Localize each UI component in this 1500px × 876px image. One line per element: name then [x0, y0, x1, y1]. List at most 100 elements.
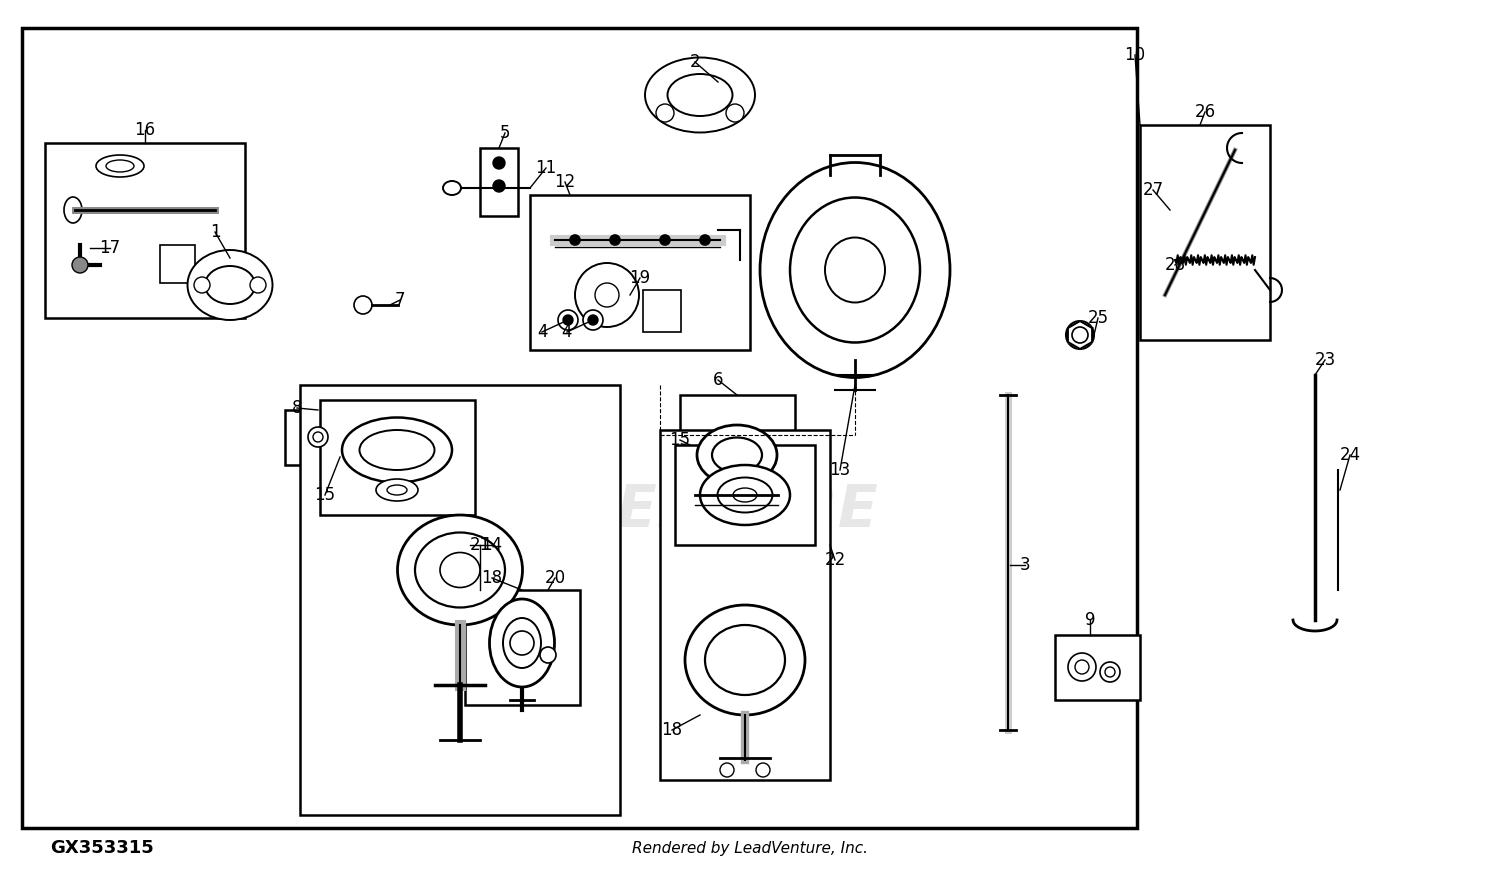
Circle shape: [1100, 662, 1120, 682]
Ellipse shape: [440, 553, 480, 588]
Ellipse shape: [376, 479, 419, 501]
Ellipse shape: [698, 425, 777, 485]
Text: 14: 14: [482, 536, 502, 554]
Text: 22: 22: [825, 551, 846, 569]
Circle shape: [1068, 653, 1096, 681]
Circle shape: [1076, 660, 1089, 674]
Bar: [680, 395, 795, 510]
Bar: [320, 400, 476, 515]
Text: 28: 28: [1164, 256, 1185, 274]
Circle shape: [574, 263, 639, 327]
Circle shape: [558, 310, 578, 330]
Polygon shape: [1068, 321, 1092, 349]
Text: 17: 17: [99, 239, 120, 257]
Bar: [675, 445, 814, 545]
Circle shape: [510, 631, 534, 655]
Text: 27: 27: [1143, 181, 1164, 199]
Circle shape: [251, 277, 266, 293]
Text: 8: 8: [291, 399, 302, 417]
Circle shape: [1066, 321, 1094, 349]
Ellipse shape: [645, 58, 754, 132]
Ellipse shape: [342, 418, 452, 483]
Ellipse shape: [96, 155, 144, 177]
Circle shape: [720, 763, 734, 777]
Ellipse shape: [503, 618, 542, 668]
Text: 25: 25: [1088, 309, 1108, 327]
Circle shape: [1072, 327, 1088, 343]
Text: 12: 12: [555, 173, 576, 191]
Bar: [160, 245, 195, 283]
Bar: [644, 290, 681, 332]
Text: 4: 4: [537, 323, 548, 341]
Circle shape: [354, 296, 372, 314]
Text: 19: 19: [630, 269, 651, 287]
Circle shape: [660, 235, 670, 245]
Text: 6: 6: [712, 371, 723, 389]
Ellipse shape: [489, 599, 555, 687]
Circle shape: [308, 427, 328, 447]
Text: 16: 16: [135, 121, 156, 139]
Bar: [480, 148, 518, 216]
Ellipse shape: [790, 197, 920, 343]
Circle shape: [656, 104, 674, 122]
Circle shape: [494, 180, 506, 192]
Text: 2: 2: [690, 53, 700, 71]
Text: 7: 7: [394, 291, 405, 309]
Circle shape: [610, 235, 620, 245]
Text: 18: 18: [662, 721, 682, 739]
Circle shape: [540, 647, 556, 663]
Circle shape: [72, 257, 88, 273]
Bar: [1054, 635, 1140, 700]
Bar: [530, 195, 750, 350]
Ellipse shape: [700, 465, 790, 525]
Ellipse shape: [717, 477, 772, 512]
Bar: [22, 28, 1137, 828]
Text: 20: 20: [544, 569, 566, 587]
Bar: [465, 590, 580, 705]
Ellipse shape: [712, 437, 762, 472]
Ellipse shape: [668, 74, 732, 116]
Text: 26: 26: [1194, 103, 1215, 121]
Bar: [660, 430, 830, 780]
Text: 24: 24: [1340, 446, 1360, 464]
Ellipse shape: [760, 163, 950, 378]
Ellipse shape: [705, 625, 785, 695]
Text: 18: 18: [482, 569, 502, 587]
Ellipse shape: [416, 533, 506, 607]
Ellipse shape: [206, 266, 255, 304]
Ellipse shape: [686, 605, 806, 715]
Circle shape: [1106, 667, 1114, 677]
Text: 4: 4: [561, 323, 573, 341]
Circle shape: [562, 315, 573, 325]
Circle shape: [194, 277, 210, 293]
Circle shape: [756, 763, 770, 777]
Text: 23: 23: [1314, 351, 1335, 369]
Circle shape: [726, 104, 744, 122]
Text: 9: 9: [1084, 611, 1095, 629]
Text: LEADVENTURE: LEADVENTURE: [402, 482, 879, 539]
Circle shape: [584, 310, 603, 330]
Text: GX353315: GX353315: [50, 839, 153, 857]
Text: Rendered by LeadVenture, Inc.: Rendered by LeadVenture, Inc.: [632, 840, 868, 856]
Circle shape: [314, 432, 322, 442]
Circle shape: [700, 235, 709, 245]
Bar: [45, 143, 244, 318]
Text: 5: 5: [500, 124, 510, 142]
Text: 1: 1: [210, 223, 220, 241]
Text: 10: 10: [1125, 46, 1146, 64]
Ellipse shape: [188, 250, 273, 320]
Ellipse shape: [442, 181, 460, 195]
Bar: [1140, 125, 1270, 340]
Ellipse shape: [734, 488, 758, 502]
Text: 11: 11: [536, 159, 556, 177]
Bar: [300, 385, 620, 815]
Ellipse shape: [64, 197, 82, 223]
Text: 15: 15: [669, 431, 690, 449]
Circle shape: [570, 235, 580, 245]
Text: 21: 21: [470, 536, 490, 554]
Ellipse shape: [825, 237, 885, 302]
Ellipse shape: [387, 485, 406, 495]
Ellipse shape: [360, 430, 435, 470]
Circle shape: [494, 157, 506, 169]
Bar: [285, 410, 350, 465]
